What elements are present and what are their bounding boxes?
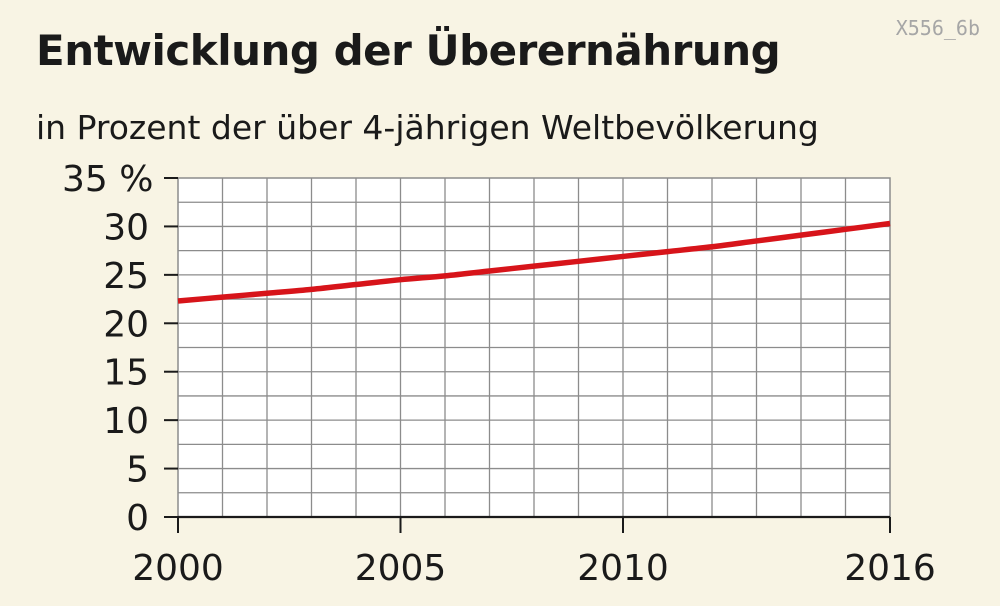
y-tick-label: 10: [103, 401, 149, 442]
figure-code: X556_6b: [895, 16, 980, 40]
y-tick-label: 25: [103, 256, 149, 297]
x-tick-label: 2016: [844, 548, 936, 589]
y-tick-label: 5: [126, 450, 149, 491]
x-tick-label: 2005: [355, 548, 447, 589]
series-line: [177, 220, 891, 304]
y-tick-label: 15: [103, 353, 149, 394]
x-tick-label: 2010: [577, 548, 669, 589]
chart-subtitle: in Prozent der über 4-jährigen Weltbevöl…: [36, 108, 819, 147]
y-tick-label: 0: [126, 498, 149, 539]
y-tick-label: 35 %: [62, 159, 153, 200]
y-tick-label: 20: [103, 304, 149, 345]
y-tick-label: 30: [103, 207, 149, 248]
chart-title: Entwicklung der Überernährung: [36, 26, 781, 75]
x-tick-label: 2000: [132, 548, 224, 589]
